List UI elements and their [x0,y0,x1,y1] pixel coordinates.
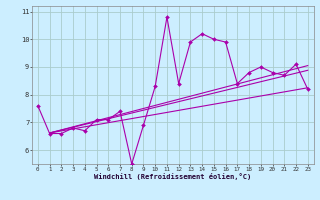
X-axis label: Windchill (Refroidissement éolien,°C): Windchill (Refroidissement éolien,°C) [94,173,252,180]
